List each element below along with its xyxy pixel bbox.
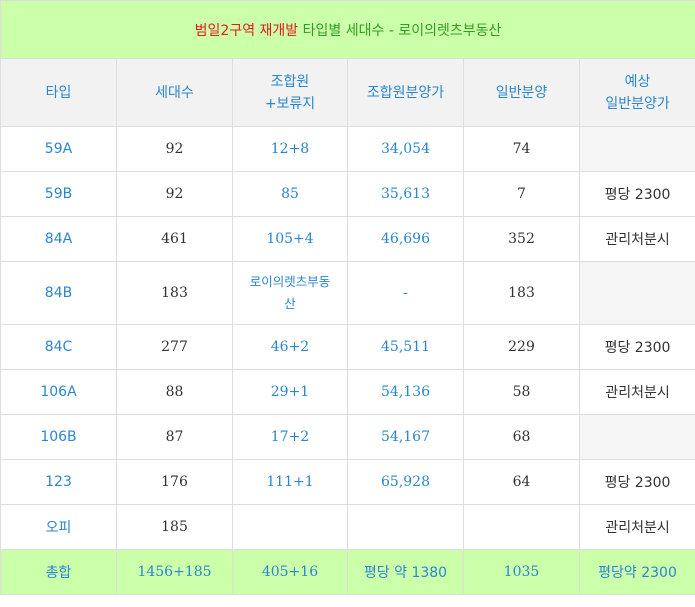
- header-general: 일반분양: [463, 58, 580, 127]
- cell-type: 123: [0, 459, 117, 505]
- cell-member-price: 46,696: [347, 216, 464, 262]
- title-row: 범일2구역 재개발 타입별 세대수 - 로이의렛츠부동산: [0, 0, 695, 59]
- cell-type: 59B: [0, 171, 117, 217]
- cell-units: 185: [116, 504, 233, 550]
- cell-members: 로이의렛츠부동산: [232, 261, 348, 325]
- cell-units: 87: [116, 414, 233, 460]
- cell-members: [232, 504, 348, 550]
- table-row: 오피 185 관리처분시: [0, 504, 695, 550]
- total-expected: 평당약 2300: [578, 549, 695, 595]
- title-part-red: 범일2구역 재개발: [194, 22, 299, 39]
- cell-member-price: 65,928: [347, 459, 464, 505]
- cell-members: 85: [232, 171, 348, 217]
- total-general: 1035: [463, 549, 580, 595]
- cell-units: 92: [116, 126, 233, 172]
- cell-member-price: 34,054: [347, 126, 464, 172]
- watermark-text: 로이의렛츠부동산: [249, 274, 331, 311]
- cell-expected: 관리처분시: [578, 216, 695, 262]
- total-label: 총합: [0, 549, 117, 595]
- cell-member-price: 54,136: [347, 369, 464, 415]
- table-row: 59B 92 85 35,613 7 평당 2300: [0, 171, 695, 217]
- cell-members: 46+2: [232, 324, 348, 370]
- table-row: 84C 277 46+2 45,511 229 평당 2300: [0, 324, 695, 370]
- cell-members: 105+4: [232, 216, 348, 262]
- cell-type: 106B: [0, 414, 117, 460]
- cell-expected: 평당 2300: [578, 459, 695, 505]
- cell-member-price: 54,167: [347, 414, 464, 460]
- header-units: 세대수: [116, 58, 233, 127]
- cell-type: 59A: [0, 126, 117, 172]
- cell-units: 176: [116, 459, 233, 505]
- table-title: 범일2구역 재개발 타입별 세대수 - 로이의렛츠부동산: [0, 0, 695, 59]
- total-member-price: 평당 약 1380: [347, 549, 464, 595]
- cell-general: 68: [463, 414, 580, 460]
- cell-members: 17+2: [232, 414, 348, 460]
- cell-expected: [578, 261, 695, 325]
- table-row: 123 176 111+1 65,928 64 평당 2300: [0, 459, 695, 505]
- cell-members: 12+8: [232, 126, 348, 172]
- header-member-price: 조합원분양가: [347, 58, 464, 127]
- cell-general: 229: [463, 324, 580, 370]
- cell-general: 58: [463, 369, 580, 415]
- cell-expected: [578, 126, 695, 172]
- cell-type: 84C: [0, 324, 117, 370]
- cell-general: 74: [463, 126, 580, 172]
- table-row: 84B 183 로이의렛츠부동산 - 183: [0, 261, 695, 325]
- cell-member-price: 45,511: [347, 324, 464, 370]
- total-members: 405+16: [232, 549, 348, 595]
- cell-units: 183: [116, 261, 233, 325]
- cell-expected: [578, 414, 695, 460]
- header-expected: 예상 일반분양가: [578, 58, 695, 127]
- cell-type: 84B: [0, 261, 117, 325]
- cell-units: 88: [116, 369, 233, 415]
- table-row: 84A 461 105+4 46,696 352 관리처분시: [0, 216, 695, 262]
- cell-units: 277: [116, 324, 233, 370]
- cell-general: 7: [463, 171, 580, 217]
- cell-member-price: -: [347, 261, 464, 325]
- header-type: 타입: [0, 58, 117, 127]
- cell-general: 352: [463, 216, 580, 262]
- header-members: 조합원 +보류지: [232, 58, 348, 127]
- cell-type: 오피: [0, 504, 117, 550]
- total-units: 1456+185: [116, 549, 233, 595]
- cell-members: 29+1: [232, 369, 348, 415]
- cell-expected: 관리처분시: [578, 369, 695, 415]
- cell-general: 64: [463, 459, 580, 505]
- total-row: 총합 1456+185 405+16 평당 약 1380 1035 평당약 23…: [0, 549, 695, 595]
- title-part-green: 타입별 세대수 - 로이의렛츠부동산: [302, 22, 502, 39]
- cell-members: 111+1: [232, 459, 348, 505]
- cell-units: 461: [116, 216, 233, 262]
- cell-member-price: 35,613: [347, 171, 464, 217]
- cell-units: 92: [116, 171, 233, 217]
- cell-type: 106A: [0, 369, 117, 415]
- cell-type: 84A: [0, 216, 117, 262]
- cell-expected: 관리처분시: [578, 504, 695, 550]
- cell-expected: 평당 2300: [578, 324, 695, 370]
- table-row: 59A 92 12+8 34,054 74: [0, 126, 695, 172]
- table-row: 106A 88 29+1 54,136 58 관리처분시: [0, 369, 695, 415]
- header-row: 타입 세대수 조합원 +보류지 조합원분양가 일반분양 예상 일반분양가: [0, 58, 695, 127]
- cell-expected: 평당 2300: [578, 171, 695, 217]
- table-row: 106B 87 17+2 54,167 68: [0, 414, 695, 460]
- cell-general: [463, 504, 580, 550]
- cell-member-price: [347, 504, 464, 550]
- cell-general: 183: [463, 261, 580, 325]
